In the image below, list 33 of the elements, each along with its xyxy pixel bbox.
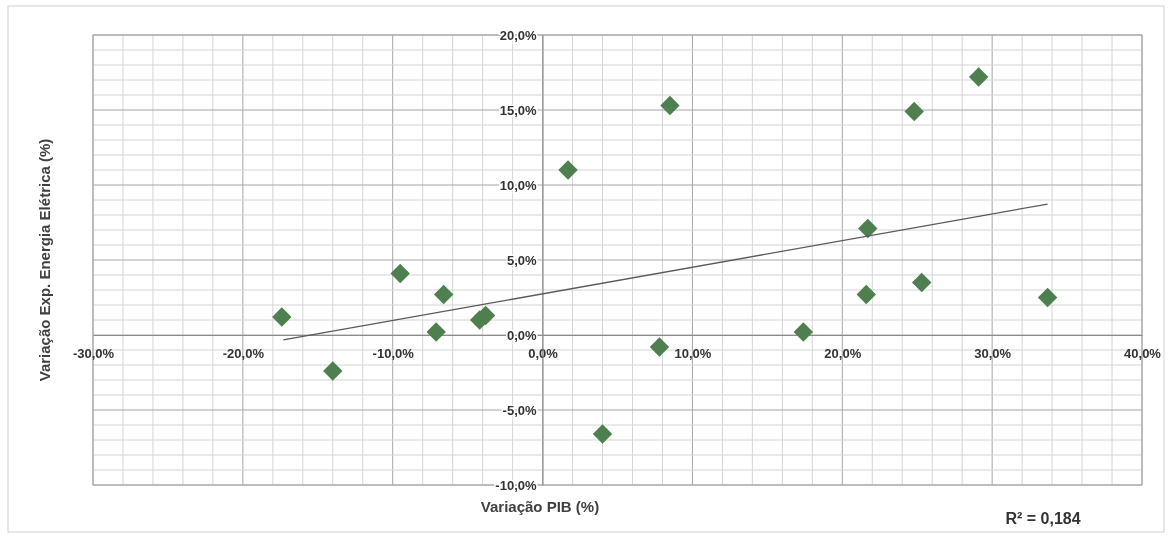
point	[793, 322, 814, 342]
point	[904, 101, 924, 122]
y-tick-label: 20,0%	[499, 27, 537, 43]
point	[649, 337, 670, 357]
point	[558, 160, 578, 180]
x-tick-label: -10,0%	[372, 346, 415, 362]
x-tick-label: 40,0%	[1124, 346, 1162, 362]
y-tick-label: 10,0%	[499, 177, 537, 193]
x-tick-label: -30,0%	[72, 346, 115, 362]
y-axis-title: Variação Exp. Energia Elétrica (%)	[36, 138, 53, 382]
y-tick-label: 5,0%	[506, 252, 537, 268]
point	[968, 67, 989, 87]
point	[433, 284, 454, 305]
point	[1037, 287, 1058, 308]
x-tick-label: -20,0%	[222, 346, 265, 362]
x-axis-title: Variação PIB (%)	[480, 498, 600, 515]
x-tick-label: 30,0%	[974, 346, 1012, 362]
x-tick-label: 0,0%	[528, 346, 559, 362]
text: R² = 0,184	[1005, 510, 1081, 527]
x-tick-label: 10,0%	[674, 346, 712, 362]
point	[592, 424, 613, 444]
y-tick-label: 15,0%	[499, 102, 537, 118]
point	[856, 284, 876, 305]
point	[660, 95, 680, 116]
point	[390, 263, 410, 284]
point	[272, 307, 292, 327]
point	[426, 322, 446, 342]
x-tick-label: 20,0%	[824, 346, 862, 362]
y-tick-label: -10,0%	[495, 477, 537, 493]
point	[912, 272, 932, 293]
y-tick-label: -5,0%	[502, 402, 537, 418]
point	[858, 218, 878, 239]
point	[323, 361, 343, 381]
